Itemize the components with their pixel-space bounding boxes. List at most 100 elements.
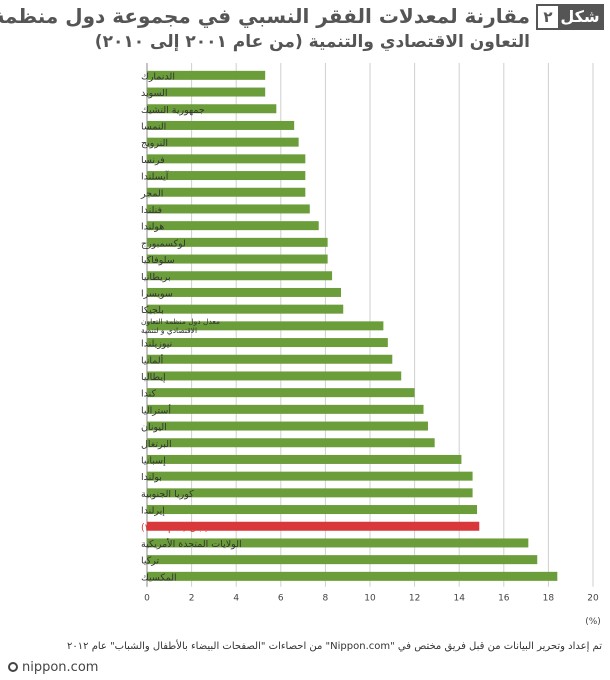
source-note: تم إعداد وتحرير البيانات من قبل فريق مخت… [67, 641, 602, 652]
category-label-20: أستراليا [141, 403, 171, 416]
bar-4 [147, 137, 299, 147]
bar-1 [147, 87, 266, 97]
chart-header: شكل ٢ مقارنة لمعدلات الفقر النسبي في مجم… [0, 0, 610, 62]
category-label-3: النمسا [141, 121, 166, 132]
bar-30 [147, 571, 558, 581]
bar-18 [147, 371, 402, 381]
bar-28 [147, 538, 529, 548]
category-label-12: بريطانيا [141, 272, 171, 283]
x-tick-label-7: 14 [453, 594, 465, 604]
category-label-line: أستراليا [141, 403, 171, 416]
category-label-13: سويسرا [141, 288, 173, 299]
x-axis-ticks: 0 2 4 6 8 10 12 14 16 18 20 [144, 594, 599, 604]
category-label-24: بولندا [141, 472, 162, 483]
bar-9 [147, 221, 319, 231]
category-label-30: المكسيك [141, 572, 177, 583]
chart-title-line-2: التعاون الاقتصادي والتنمية (من عام ٢٠٠١ … [94, 32, 530, 52]
category-label-line: بريطانيا [141, 272, 171, 283]
category-label-line: تركيا [141, 556, 160, 567]
category-label-25: كوريا الجنوبية [141, 489, 194, 500]
category-label-10: لوكسمبورج [141, 238, 186, 249]
bar-29 [147, 555, 538, 565]
bar-26 [147, 505, 478, 515]
category-label-16: نيوزيلندا [141, 339, 172, 350]
bar-6 [147, 171, 306, 181]
bar-10 [147, 237, 328, 247]
category-label-4: النرويج [141, 138, 168, 149]
brand-logo: nippon.com [8, 660, 98, 675]
x-tick-label-8: 16 [498, 594, 510, 604]
bar-12 [147, 271, 333, 281]
category-label-line: النمسا [141, 121, 166, 132]
category-label-line: آيسلندا [141, 170, 169, 183]
category-label-22: البرتغال [141, 439, 172, 450]
category-label-line: فرنسا [141, 155, 165, 166]
bar-3 [147, 120, 295, 130]
category-label-line: إيرلندا [141, 506, 165, 517]
bars [147, 70, 558, 581]
category-label-line: المكسيك [141, 572, 177, 583]
category-label-19: كندا [141, 389, 156, 400]
bar-14 [147, 304, 344, 314]
category-labels: الدنمارك السويد جمهورية التشيك النمسا النروي… [140, 71, 242, 583]
bar-17 [147, 354, 393, 364]
category-label-line: سلوفاكيا [141, 255, 175, 266]
category-label-line: المجر [140, 188, 163, 199]
category-label-line: نيوزيلندا [141, 339, 172, 350]
category-label-line: بلجيكا [141, 305, 164, 316]
category-label-15: معدل دول منظمة التعاون الاقتصادي و لتنمية [141, 317, 220, 335]
category-label-line: جمهورية التشيك [141, 105, 205, 116]
bar-22 [147, 438, 435, 448]
category-label-line: ألمانيا [141, 353, 164, 366]
category-label-23: إسبانيا [141, 455, 166, 466]
figure-badge: شكل ٢ [536, 4, 604, 30]
x-tick-label-3: 6 [278, 594, 284, 604]
bar-21 [147, 421, 428, 431]
bar-25 [147, 488, 473, 498]
x-tick-label-10: 20 [587, 594, 599, 604]
figure-label: شكل [558, 6, 602, 28]
category-label-line: بولندا [141, 472, 162, 483]
figure-number: ٢ [543, 8, 553, 26]
bar-23 [147, 454, 462, 464]
bar-5 [147, 154, 306, 164]
x-axis-unit-label: (%) [585, 617, 601, 627]
category-label-line: فنلندا [141, 205, 162, 216]
brand-mark-icon [8, 662, 18, 672]
category-label-line: لوكسمبورج [141, 238, 186, 249]
x-tick-label-2: 4 [233, 594, 239, 604]
category-label-line: السويد [141, 88, 168, 99]
category-label-0: الدنمارك [141, 71, 175, 82]
bar-7 [147, 187, 306, 197]
bar-15 [147, 321, 384, 331]
category-label-line: إسبانيا [141, 455, 166, 466]
bar-2 [147, 104, 277, 114]
bar-27 [147, 521, 480, 531]
x-tick-label-9: 18 [543, 594, 555, 604]
category-label-7: المجر [140, 188, 163, 199]
brand-text: nippon.com [22, 660, 99, 675]
category-label-line: اليابان (عام ٢٠٠٤) [141, 522, 213, 533]
category-label-29: تركيا [141, 556, 160, 567]
bar-19 [147, 388, 415, 398]
category-label-17: ألمانيا [141, 353, 164, 366]
bar-13 [147, 287, 342, 297]
category-label-11: سلوفاكيا [141, 255, 175, 266]
category-label-14: بلجيكا [141, 305, 164, 316]
x-tick-label-0: 0 [144, 594, 150, 604]
category-label-27: اليابان (عام ٢٠٠٤) [141, 522, 213, 533]
category-label-1: السويد [141, 88, 168, 99]
category-label-26: إيرلندا [141, 506, 165, 517]
bar-chart-svg: الدنمارك السويد جمهورية التشيك النمسا النروي… [140, 63, 601, 627]
bar-chart: الدنمارك السويد جمهورية التشيك النمسا النروي… [0, 60, 610, 630]
category-label-5: فرنسا [141, 155, 165, 166]
category-label-line: كوريا الجنوبية [141, 489, 194, 500]
category-label-9: هولندا [141, 222, 164, 233]
x-tick-label-6: 12 [409, 594, 420, 604]
category-label-line: إيطاليا [141, 372, 166, 383]
x-tick-label-5: 10 [364, 594, 376, 604]
category-label-6: آيسلندا [141, 170, 169, 183]
bar-16 [147, 338, 388, 348]
bar-0 [147, 70, 266, 80]
category-label-line: الدنمارك [141, 71, 175, 82]
